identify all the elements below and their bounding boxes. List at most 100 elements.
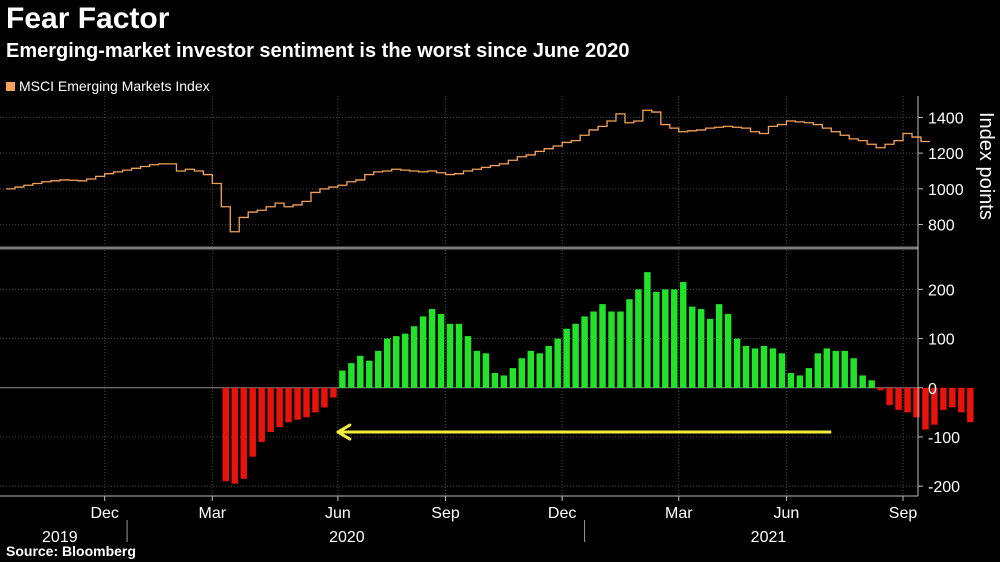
sentiment-bar bbox=[787, 373, 795, 388]
sentiment-bar bbox=[339, 370, 346, 388]
index-yaxis-title: Index points bbox=[975, 112, 997, 220]
legend-swatch bbox=[6, 81, 15, 91]
sentiment-bar bbox=[536, 353, 543, 388]
sentiment-bar bbox=[742, 345, 750, 388]
axes bbox=[0, 96, 923, 542]
sentiment-bar bbox=[554, 338, 561, 388]
index-ytick-label: 800 bbox=[928, 218, 955, 235]
sentiment-bar bbox=[814, 353, 822, 388]
sentiment-ytick-label: 0 bbox=[928, 381, 937, 398]
sentiment-bar bbox=[258, 387, 265, 442]
arrow-head bbox=[336, 423, 352, 441]
sentiment-bar bbox=[922, 387, 929, 430]
sentiment-bar bbox=[321, 387, 328, 408]
sentiment-bar bbox=[760, 345, 768, 388]
sentiment-bar bbox=[581, 316, 588, 388]
axis-labels: 800 1000 1200 1400 -200 -100 0 100 200 Index poin… bbox=[42, 110, 997, 546]
x-month-label: Dec bbox=[548, 505, 576, 522]
sentiment-bar bbox=[410, 326, 418, 388]
sentiment-bar bbox=[841, 350, 848, 388]
sentiment-ytick-label: 100 bbox=[928, 332, 955, 349]
sentiment-bar bbox=[231, 387, 238, 484]
sentiment-bar bbox=[249, 387, 256, 457]
sentiment-bar bbox=[419, 316, 427, 388]
x-year-label: 2020 bbox=[329, 529, 365, 546]
sentiment-bar bbox=[662, 289, 669, 388]
sentiment-bar bbox=[904, 387, 911, 413]
sentiment-bar bbox=[267, 387, 274, 433]
sentiment-bar bbox=[823, 348, 831, 388]
x-month-label: Sep bbox=[889, 505, 918, 522]
sentiment-ytick-label: 200 bbox=[928, 282, 955, 299]
sentiment-bar bbox=[635, 289, 642, 388]
sentiment-bar bbox=[384, 338, 391, 388]
sentiment-bar bbox=[222, 387, 230, 482]
sentiment-bar bbox=[303, 387, 310, 418]
source-note: Source: Bloomberg bbox=[6, 543, 136, 559]
x-month-label: Dec bbox=[90, 505, 118, 522]
sentiment-bar bbox=[688, 306, 696, 388]
sentiment-ytick-label: -200 bbox=[928, 479, 960, 496]
sentiment-bar bbox=[877, 387, 884, 391]
sentiment-bar bbox=[967, 387, 974, 423]
sentiment-bar bbox=[653, 291, 660, 388]
sentiment-bar bbox=[294, 387, 301, 420]
sentiment-bar bbox=[276, 387, 283, 428]
sentiment-bar bbox=[437, 313, 445, 388]
sentiment-bar bbox=[240, 387, 247, 479]
sentiment-bar bbox=[357, 355, 364, 388]
index-ytick-label: 1400 bbox=[928, 110, 964, 127]
x-year-label: 2021 bbox=[751, 529, 787, 546]
x-month-label: Jun bbox=[325, 505, 351, 522]
sentiment-bar bbox=[796, 375, 804, 388]
sentiment-bar bbox=[392, 336, 400, 388]
index-ytick-label: 1200 bbox=[928, 146, 964, 163]
sentiment-bar bbox=[697, 309, 705, 388]
sentiment-bar bbox=[590, 311, 597, 388]
sentiment-bar bbox=[509, 368, 517, 388]
sentiment-bar bbox=[680, 281, 687, 388]
sentiment-bar bbox=[527, 350, 534, 388]
sentiment-ytick-label: -100 bbox=[928, 430, 960, 447]
sentiment-bar bbox=[608, 311, 615, 388]
sentiment-bar bbox=[446, 323, 454, 388]
index-ytick-label: 1000 bbox=[928, 182, 964, 199]
index-line-series bbox=[6, 109, 930, 233]
chart-subtitle: Emerging-market investor sentiment is th… bbox=[6, 40, 630, 62]
x-month-label: Mar bbox=[665, 505, 693, 522]
sentiment-bar bbox=[724, 313, 732, 388]
sentiment-bar bbox=[859, 375, 866, 388]
chart-title: Fear Factor bbox=[6, 2, 170, 35]
sentiment-bar bbox=[330, 387, 337, 398]
sentiment-bar bbox=[428, 309, 436, 388]
sentiment-bar bbox=[644, 272, 651, 388]
sentiment-bar bbox=[312, 387, 319, 413]
sentiment-bar bbox=[348, 363, 355, 388]
sentiment-bar bbox=[671, 289, 678, 388]
sentiment-bar bbox=[572, 323, 579, 388]
sentiment-bar bbox=[626, 299, 633, 388]
sentiment-bar bbox=[473, 350, 481, 388]
sentiment-bar bbox=[375, 350, 382, 388]
trend-arrow bbox=[336, 423, 832, 441]
sentiment-bar bbox=[949, 387, 956, 408]
sentiment-bar bbox=[931, 387, 938, 425]
sentiment-bar bbox=[778, 353, 786, 388]
x-year-label: 2019 bbox=[42, 529, 78, 546]
sentiment-bar bbox=[518, 358, 526, 388]
index-line bbox=[6, 109, 930, 233]
sentiment-bar bbox=[913, 387, 920, 418]
sentiment-bar bbox=[958, 387, 965, 413]
sentiment-bar bbox=[599, 304, 606, 388]
sentiment-bar bbox=[751, 348, 759, 388]
sentiment-bar bbox=[366, 360, 373, 388]
sentiment-bar bbox=[733, 338, 741, 388]
sentiment-bar bbox=[832, 350, 839, 388]
legend: MSCI Emerging Markets Index bbox=[6, 78, 210, 94]
x-month-label: Sep bbox=[431, 505, 460, 522]
sentiment-bars bbox=[222, 272, 974, 484]
sentiment-bar bbox=[285, 387, 292, 423]
x-month-label: Mar bbox=[199, 505, 227, 522]
sentiment-bar bbox=[895, 387, 902, 410]
